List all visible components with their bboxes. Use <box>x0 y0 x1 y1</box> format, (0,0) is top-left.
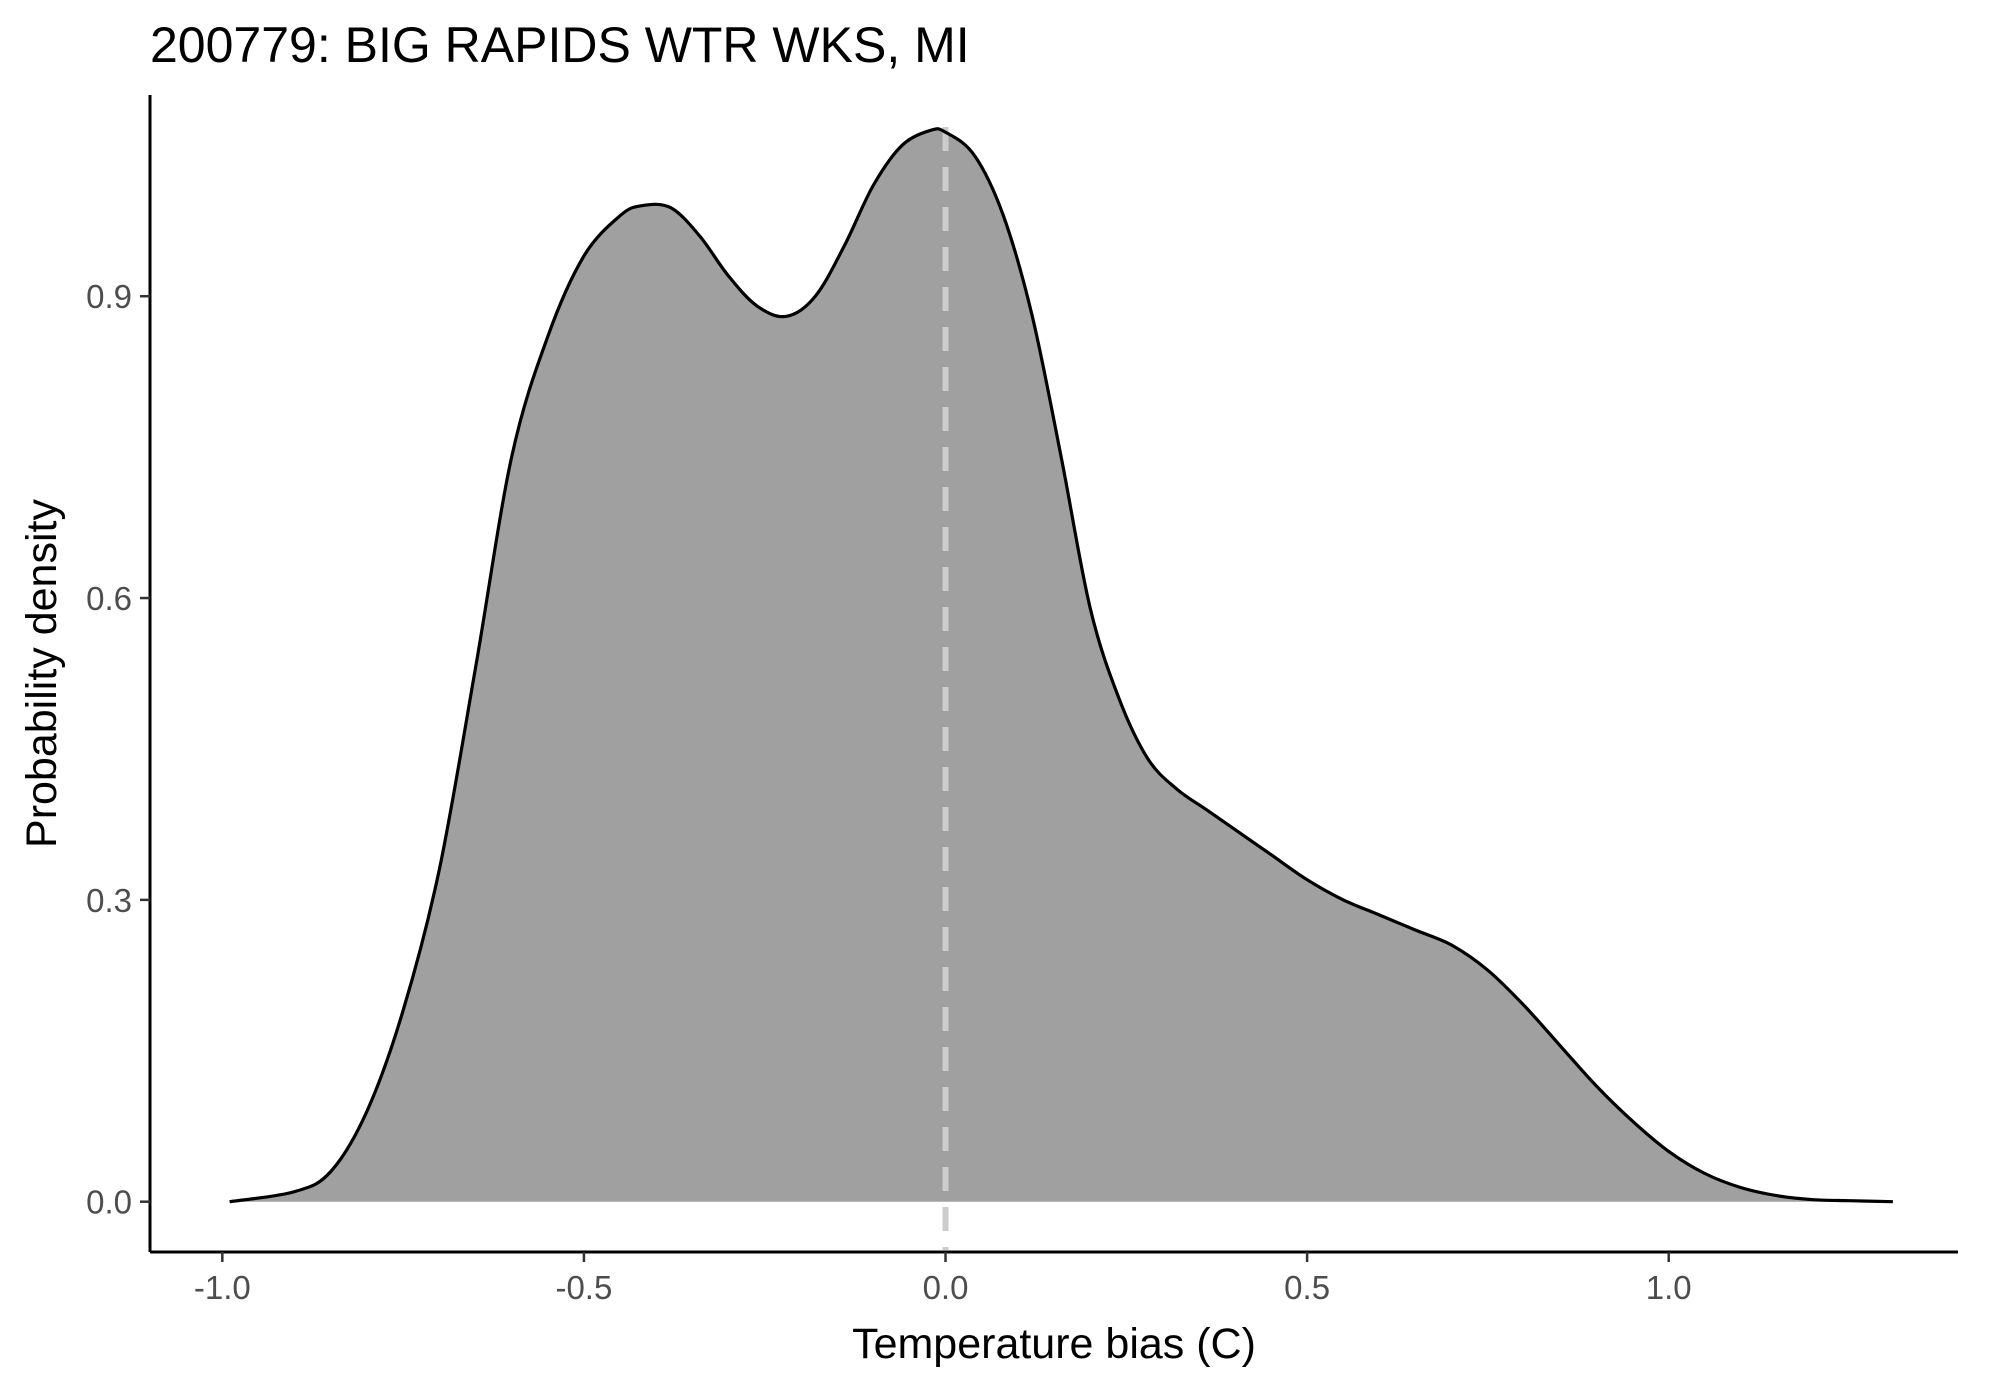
x-tick-label: 0.5 <box>1284 1269 1330 1306</box>
x-tick-label: 0.0 <box>923 1269 969 1306</box>
chart-title: 200779: BIG RAPIDS WTR WKS, MI <box>150 17 970 73</box>
y-tick-label: 0.9 <box>86 278 132 315</box>
x-tick-label: -0.5 <box>555 1269 612 1306</box>
y-axis-title: Probability density <box>18 499 66 848</box>
y-tick-label: 0.0 <box>86 1184 132 1221</box>
y-tick-label: 0.3 <box>86 882 132 919</box>
axes <box>148 95 1958 1254</box>
x-axis-title: Temperature bias (C) <box>852 1320 1256 1368</box>
x-tick-label: 1.0 <box>1646 1269 1692 1306</box>
x-axis-ticks: -1.0 -0.5 0.0 0.5 1.0 <box>194 1252 1692 1306</box>
density-area-fill <box>229 128 1893 1202</box>
y-axis-ticks: 0.0 0.3 0.6 0.9 <box>86 278 150 1221</box>
x-tick-label: -1.0 <box>194 1269 251 1306</box>
y-tick-label: 0.6 <box>86 580 132 617</box>
plot-area <box>229 127 1893 1250</box>
density-curve <box>229 127 1893 1204</box>
